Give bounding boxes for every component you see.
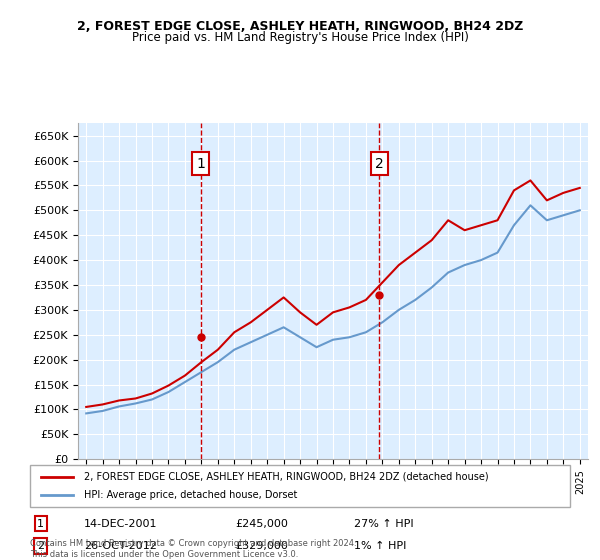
Text: 1% ↑ HPI: 1% ↑ HPI <box>354 541 406 551</box>
Text: £329,000: £329,000 <box>235 541 288 551</box>
Text: 27% ↑ HPI: 27% ↑ HPI <box>354 519 413 529</box>
Text: Price paid vs. HM Land Registry's House Price Index (HPI): Price paid vs. HM Land Registry's House … <box>131 31 469 44</box>
Text: 2, FOREST EDGE CLOSE, ASHLEY HEATH, RINGWOOD, BH24 2DZ: 2, FOREST EDGE CLOSE, ASHLEY HEATH, RING… <box>77 20 523 32</box>
FancyBboxPatch shape <box>30 465 570 507</box>
Text: 1: 1 <box>37 519 44 529</box>
Text: 2: 2 <box>375 156 383 170</box>
Text: Contains HM Land Registry data © Crown copyright and database right 2024.
This d: Contains HM Land Registry data © Crown c… <box>30 539 356 559</box>
Text: £245,000: £245,000 <box>235 519 288 529</box>
Text: 1: 1 <box>196 156 205 170</box>
Text: HPI: Average price, detached house, Dorset: HPI: Average price, detached house, Dors… <box>84 490 298 500</box>
Text: 14-DEC-2001: 14-DEC-2001 <box>84 519 157 529</box>
Text: 2: 2 <box>37 541 44 551</box>
Text: 2, FOREST EDGE CLOSE, ASHLEY HEATH, RINGWOOD, BH24 2DZ (detached house): 2, FOREST EDGE CLOSE, ASHLEY HEATH, RING… <box>84 472 488 482</box>
Text: 26-OCT-2012: 26-OCT-2012 <box>84 541 157 551</box>
